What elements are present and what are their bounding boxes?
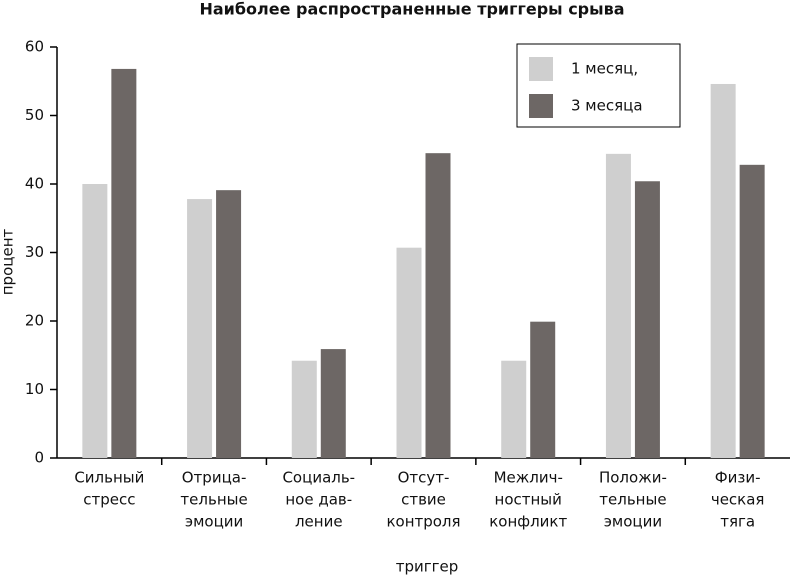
x-tick-label: Отсут- (398, 469, 450, 487)
x-tick-label: тяга (720, 513, 755, 531)
bar (501, 360, 527, 458)
x-tick-label: Физи- (715, 469, 761, 487)
y-tick-label: 30 (25, 243, 44, 261)
bar (320, 349, 346, 458)
bar (82, 184, 108, 458)
x-tick-label: ностный (495, 491, 562, 509)
x-tick-label: конфликт (489, 513, 567, 531)
bar (710, 83, 736, 459)
legend-swatch (529, 94, 553, 118)
x-tick-label: Сильный (74, 469, 144, 487)
bar (216, 190, 242, 459)
bar (111, 68, 137, 459)
y-axis-label: процент (0, 228, 17, 295)
legend-swatch (529, 57, 553, 81)
x-tick-label: Межлич- (494, 469, 563, 487)
bar (396, 247, 422, 458)
chart-title: Наиболее распространенные триггеры срыва (199, 0, 624, 19)
legend-label: 3 месяца (571, 97, 643, 115)
bar (530, 321, 556, 458)
x-tick-label: контроля (386, 513, 460, 531)
x-tick-label: тельные (180, 491, 247, 509)
bar (187, 199, 213, 458)
x-tick-label: Положи- (599, 469, 667, 487)
x-tick-label: ческая (711, 491, 765, 509)
y-tick-label: 0 (34, 449, 44, 467)
bar (634, 181, 660, 458)
y-tick-label: 50 (25, 106, 44, 124)
x-axis-label: триггер (396, 558, 459, 576)
y-tick-label: 40 (25, 175, 44, 193)
x-tick-label: Отрица- (182, 469, 247, 487)
x-tick-label: тельные (599, 491, 666, 509)
x-tick-label: стресс (83, 491, 135, 509)
x-tick-label: ное дав- (285, 491, 352, 509)
x-tick-label: эмоции (604, 513, 662, 531)
y-tick-label: 60 (25, 38, 44, 56)
bar (291, 360, 317, 458)
x-tick-label: ление (295, 513, 343, 531)
bar (739, 164, 765, 458)
y-tick-label: 10 (25, 380, 44, 398)
bar (605, 153, 631, 459)
bar (425, 153, 451, 459)
x-tick-label: Социаль- (282, 469, 355, 487)
x-tick-label: эмоции (185, 513, 243, 531)
y-tick-label: 20 (25, 312, 44, 330)
x-tick-label: ствие (401, 491, 446, 509)
legend-label: 1 месяц, (571, 60, 638, 78)
